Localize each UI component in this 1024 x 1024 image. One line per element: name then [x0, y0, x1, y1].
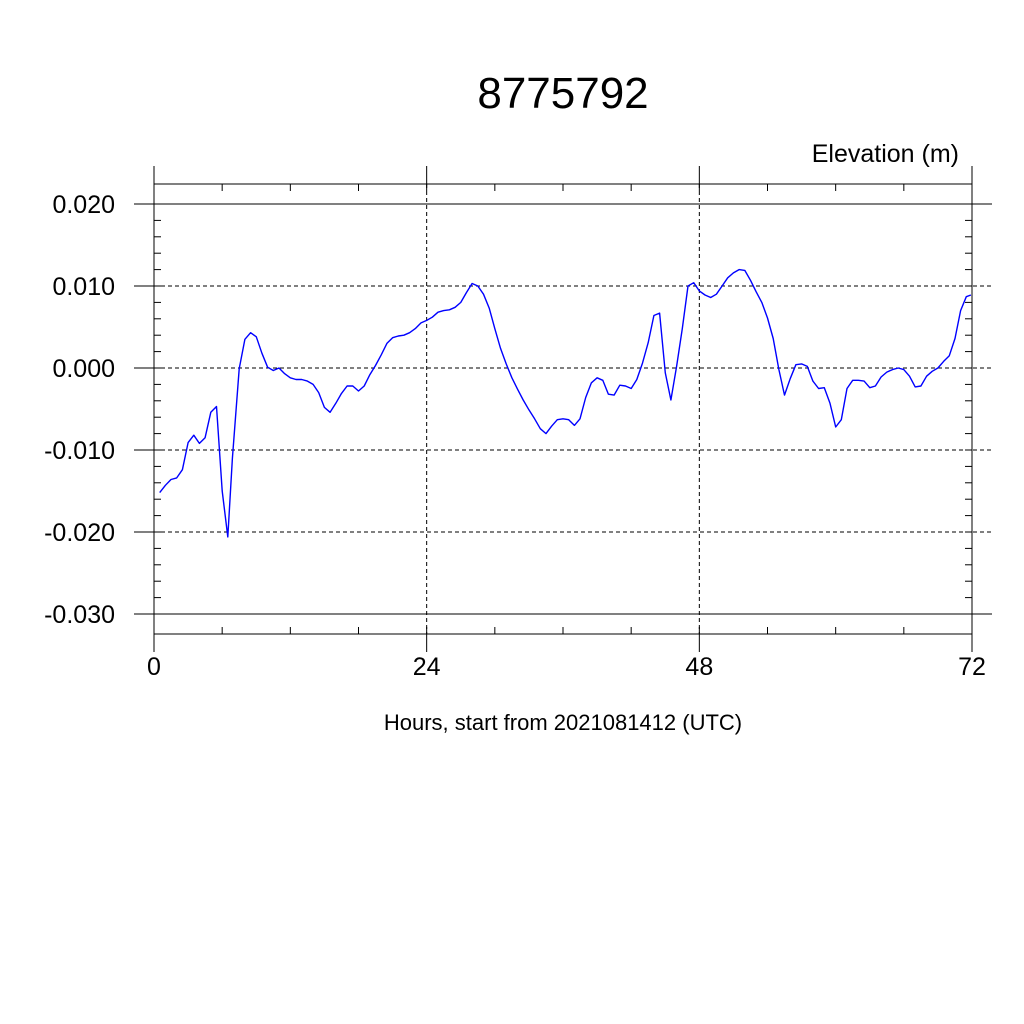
x-tick-label: 24 [413, 653, 441, 681]
y-tick-label: 0.020 [52, 191, 115, 219]
y-tick-label: -0.020 [44, 519, 115, 547]
major-ticks [134, 166, 973, 652]
y-tick-label: 0.010 [52, 273, 115, 301]
x-tick-label: 0 [147, 653, 161, 681]
x-axis-label: Hours, start from 2021081412 (UTC) [384, 710, 742, 735]
plot-frame [153, 183, 973, 635]
x-tick-label: 48 [685, 653, 713, 681]
chart-title: 8775792 [477, 69, 648, 118]
y-axis-tick-labels: -0.030 -0.020 -0.010 0.000 0.010 0.020 [44, 191, 115, 629]
x-tick-label: 72 [958, 653, 986, 681]
series-line [159, 268, 972, 538]
y-tick-label: -0.030 [44, 601, 115, 629]
y-tick-label: -0.010 [44, 437, 115, 465]
chart-subtitle: Elevation (m) [812, 140, 959, 168]
gridlines [154, 184, 992, 634]
plot-area [159, 268, 972, 538]
y-tick-label: 0.000 [52, 355, 115, 383]
x-axis-tick-labels: 0 24 48 72 [147, 653, 986, 681]
